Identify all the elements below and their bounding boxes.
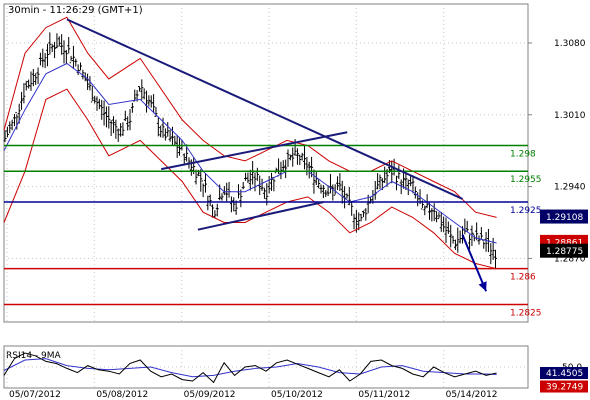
rsi-value-label: 41.4505 xyxy=(546,369,583,379)
price-tag-box xyxy=(540,209,588,224)
rsi-title: RSI14 - 9MA xyxy=(6,351,62,361)
price-tag-box xyxy=(540,243,588,258)
level-label: 1.2825 xyxy=(510,309,542,319)
rsi-ma-value-label: 39.2749 xyxy=(546,383,583,393)
rsi-series xyxy=(3,352,497,384)
level-label: 1.298 xyxy=(510,150,536,160)
chart-overlays: 1.298 1.2955 1.2925 1.286 1.2825 xyxy=(4,18,542,319)
date-axis: 05/07/2012 05/08/2012 05/09/2012 05/10/2012… xyxy=(9,390,498,400)
price-tag-label: 1.28775 xyxy=(546,247,583,257)
price-axis: 1.30801.30101.29401.287050.01.291081.288… xyxy=(528,39,588,393)
price-tick-label: 1.3080 xyxy=(554,39,586,49)
date-label: 05/08/2012 xyxy=(96,390,148,400)
price-tag-label: 1.28861 xyxy=(546,238,583,248)
rsi-line xyxy=(3,352,497,384)
rsi-ma-value-box xyxy=(540,380,588,393)
forecast-arrow-shaft xyxy=(461,234,488,292)
price-tag-label: 1.29108 xyxy=(546,213,583,223)
rsi-ma-line xyxy=(3,358,497,378)
forecast-arrow-head xyxy=(478,281,487,292)
level-label: 1.286 xyxy=(510,273,536,283)
price-tick-label: 1.2940 xyxy=(554,183,586,193)
date-label: 05/10/2012 xyxy=(271,390,323,400)
level-label: 1.2955 xyxy=(510,175,542,185)
trendline xyxy=(66,18,463,200)
price-grid xyxy=(4,4,528,322)
price-panel xyxy=(3,3,529,323)
date-label: 05/09/2012 xyxy=(184,390,236,400)
date-label: 05/07/2012 xyxy=(9,390,61,400)
bollinger-upper-line xyxy=(3,16,497,218)
rsi-value-box xyxy=(540,366,588,379)
moving-average-line xyxy=(3,62,497,244)
date-label: 05/11/2012 xyxy=(358,390,410,400)
trendline xyxy=(161,131,348,171)
price-tick-label: 1.3010 xyxy=(554,111,586,121)
date-label: 05/14/2012 xyxy=(446,390,498,400)
price-tick-label: 1.2870 xyxy=(554,254,586,264)
level-label: 1.2925 xyxy=(510,206,542,216)
trendline xyxy=(197,201,324,231)
rsi-panel xyxy=(3,345,529,389)
chart-title: 30min - 11:26:29 (GMT+1) xyxy=(8,5,143,16)
